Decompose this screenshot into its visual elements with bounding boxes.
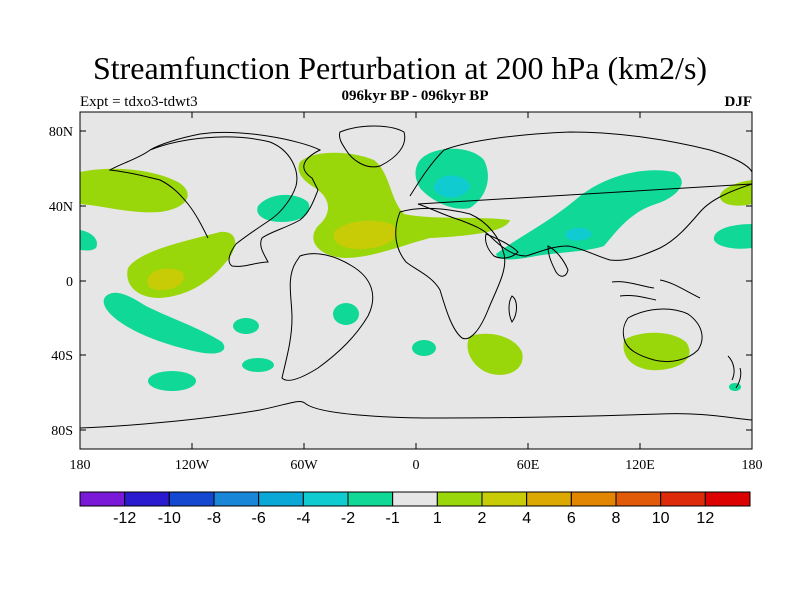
coastlines	[80, 125, 752, 429]
lat-label-40n: 40N	[49, 200, 73, 215]
coast-australia	[622, 308, 703, 363]
negative-region-south-atlantic	[412, 340, 436, 356]
lon-label-60e: 60E	[517, 458, 540, 473]
colorbar-box	[302, 491, 349, 507]
colorbar-box	[258, 491, 304, 507]
positive-region-northpacific	[80, 168, 188, 213]
negative-region-asia	[496, 170, 682, 260]
negative-region-south-pacific	[103, 292, 225, 354]
negative-region-west-edge	[80, 230, 98, 251]
coast-south-america	[281, 253, 374, 381]
negative-region-pacific-small-1	[233, 318, 259, 334]
coast-greenland	[339, 125, 406, 168]
negative-region-new-zealand	[729, 383, 741, 391]
colorbar-box	[704, 491, 751, 507]
colorbar-box	[481, 491, 528, 507]
coast-north-america	[149, 131, 322, 267]
colorbar-box	[436, 491, 483, 507]
coast-eurasia	[409, 131, 752, 261]
lon-label-180e: 180	[742, 458, 763, 473]
negative-region-asia-core	[565, 227, 592, 241]
coast-indonesia	[611, 279, 701, 301]
lon-label-120e: 120E	[625, 458, 655, 473]
colorbar-label: 4	[522, 510, 531, 527]
colorbar-box	[615, 491, 662, 507]
lon-label-60w: 60W	[290, 458, 318, 473]
lat-label-80s: 80S	[51, 424, 73, 439]
positive-region-tropical-pacific-core	[147, 268, 184, 290]
colorbar-label: 8	[612, 510, 621, 527]
colorbar: -12 -10 -8 -6 -4 -2 -1 1 2 4 6 8 10 12	[79, 491, 751, 527]
colorbar-label: 6	[567, 510, 576, 527]
field-shading	[80, 125, 752, 429]
plot-title: Streamfunction Perturbation at 200 hPa (…	[92, 50, 708, 86]
coast-india	[547, 245, 569, 277]
colorbar-label: -10	[158, 510, 181, 527]
plot-subtitle: 096kyr BP - 096kyr BP	[341, 88, 489, 104]
lon-label-180w: 180	[70, 458, 91, 473]
negative-region-east-edge	[713, 224, 752, 249]
negative-region-europe-core	[434, 175, 470, 198]
colorbar-label: 12	[696, 510, 714, 527]
colorbar-box	[168, 491, 215, 507]
colorbar-box	[526, 491, 572, 507]
colorbar-label: 1	[433, 510, 442, 527]
coast-africa	[395, 207, 506, 340]
colorbar-box	[570, 491, 617, 507]
colorbar-box	[79, 491, 126, 507]
coast-madagascar	[508, 295, 517, 323]
colorbar-box	[213, 491, 260, 507]
season-label: DJF	[724, 94, 753, 110]
colorbar-box	[392, 491, 438, 507]
lat-axis	[80, 130, 752, 431]
positive-region-atlantic-core	[333, 220, 397, 250]
colorbar-label: -4	[296, 510, 310, 527]
lat-label-80n: 80N	[49, 125, 73, 140]
coast-arabia	[485, 233, 519, 259]
lon-label-120w: 120W	[175, 458, 210, 473]
colorbar-label: -2	[341, 510, 355, 527]
negative-region-south-america-east	[333, 303, 359, 325]
lon-label-0: 0	[413, 458, 420, 473]
lat-label-40s: 40S	[51, 349, 73, 364]
negative-region-pacific-small-2	[242, 358, 274, 372]
lon-axis	[191, 112, 641, 449]
experiment-label: Expt = tdxo3-tdwt3	[80, 94, 198, 110]
colorbar-label: -6	[252, 510, 266, 527]
negative-region-southern-ocean	[148, 371, 196, 391]
colorbar-box	[347, 491, 394, 507]
colorbar-box	[124, 491, 170, 507]
colorbar-label: -12	[113, 510, 136, 527]
colorbar-label: -1	[386, 510, 400, 527]
colorbar-box	[660, 491, 706, 507]
coast-antarctica	[80, 401, 752, 429]
colorbar-label: -8	[207, 510, 221, 527]
colorbar-label: 10	[652, 510, 670, 527]
coast-alaska	[108, 149, 209, 239]
colorbar-label: 2	[478, 510, 487, 527]
positive-region-south-africa	[467, 333, 523, 375]
coast-new-zealand	[727, 355, 742, 389]
lat-label-eq: 0	[66, 275, 73, 290]
